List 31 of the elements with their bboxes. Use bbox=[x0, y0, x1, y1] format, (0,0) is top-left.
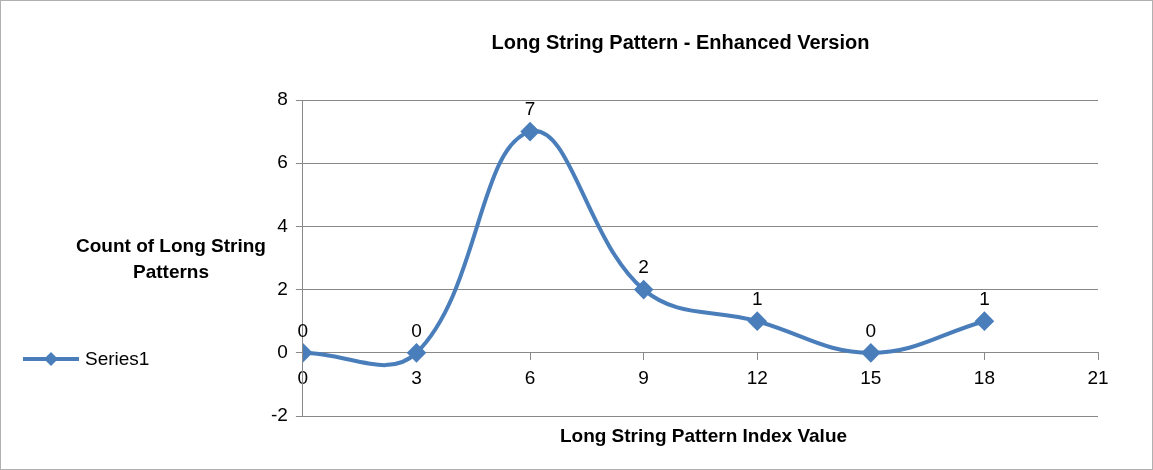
x-tick-label: 15 bbox=[860, 367, 882, 389]
legend-label: Series1 bbox=[85, 348, 150, 370]
y-tick-label: -2 bbox=[270, 404, 288, 426]
point bbox=[861, 343, 880, 362]
point bbox=[748, 312, 767, 331]
x-tick-label: 9 bbox=[638, 367, 649, 389]
x-tick-label: 18 bbox=[973, 367, 995, 389]
x-tick-label: 6 bbox=[524, 367, 536, 389]
data-label: 0 bbox=[411, 319, 422, 341]
data-label: 1 bbox=[979, 287, 990, 309]
point bbox=[634, 280, 653, 299]
y-tick-label: 6 bbox=[277, 151, 288, 173]
point bbox=[407, 343, 426, 362]
y-axis-title: Count of Long String Patterns bbox=[75, 234, 267, 284]
y-tick-label: 2 bbox=[277, 277, 288, 299]
x-tick-label: 0 bbox=[297, 367, 309, 389]
point bbox=[975, 312, 994, 331]
data-label: 0 bbox=[865, 319, 877, 341]
point bbox=[521, 122, 540, 141]
y-tick-label: 8 bbox=[277, 88, 288, 110]
y-tick-label: 0 bbox=[277, 341, 288, 363]
data-label: 2 bbox=[638, 256, 649, 278]
data-label: 7 bbox=[524, 98, 536, 120]
y-tick-label: 4 bbox=[277, 214, 289, 236]
data-label: 1 bbox=[751, 287, 763, 309]
x-axis-title: Long String Pattern Index Value bbox=[558, 425, 849, 447]
x-tick-label: 12 bbox=[746, 367, 768, 389]
chart-title: Long String Pattern - Enhanced Version bbox=[491, 30, 870, 53]
x-tick-label: 3 bbox=[411, 367, 422, 389]
data-label: 0 bbox=[297, 319, 309, 341]
x-tick-label: 21 bbox=[1087, 367, 1109, 389]
